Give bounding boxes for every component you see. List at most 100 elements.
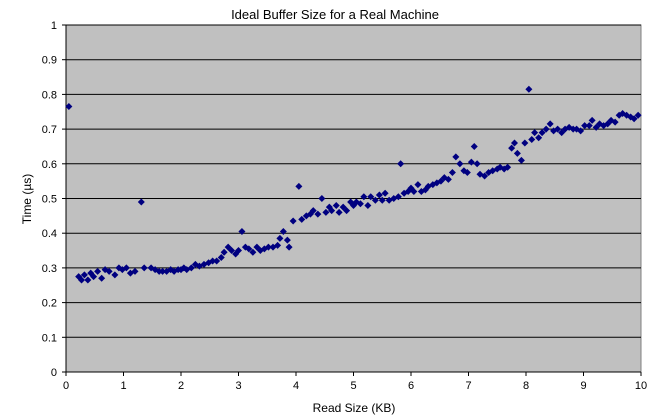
data-point	[481, 172, 489, 180]
data-point	[209, 257, 217, 265]
data-point	[137, 198, 145, 206]
data-point	[295, 182, 303, 190]
data-point	[274, 241, 282, 249]
data-point	[332, 201, 340, 209]
data-point	[521, 139, 529, 147]
data-point	[448, 168, 456, 176]
data-point	[367, 193, 375, 201]
data-point	[343, 207, 351, 215]
x-tick-label: 3	[235, 380, 241, 392]
data-point	[525, 85, 533, 93]
data-point	[309, 207, 317, 215]
data-point	[456, 160, 464, 168]
data-point	[542, 125, 550, 133]
y-axis-ticks: 0 0.1 0.2 0.3 0.4 0.5 0.6 0.7 0.8 0.9 1	[42, 20, 66, 379]
x-tick-label: 9	[580, 380, 586, 392]
data-point	[264, 243, 272, 251]
y-tick-label: 0.3	[42, 263, 57, 275]
data-point	[111, 271, 119, 279]
x-tick-label: 7	[465, 380, 471, 392]
x-axis-label: Read Size (KB)	[313, 401, 396, 415]
data-point	[65, 103, 73, 111]
data-point	[249, 248, 257, 256]
data-point	[444, 175, 452, 183]
data-point	[528, 136, 536, 144]
data-point	[611, 118, 619, 126]
data-point	[585, 122, 593, 130]
data-point	[508, 144, 516, 152]
data-point	[159, 267, 167, 275]
y-tick-label: 0.4	[42, 228, 57, 240]
data-point	[463, 168, 471, 176]
data-point	[394, 193, 402, 201]
data-point	[452, 153, 460, 161]
data-point	[356, 200, 364, 208]
data-point	[577, 127, 585, 135]
data-point	[140, 264, 148, 272]
x-tick-label: 2	[178, 380, 184, 392]
data-point	[283, 236, 291, 244]
y-tick-label: 0.6	[42, 159, 57, 171]
data-point	[335, 208, 343, 216]
x-tick-label: 10	[635, 380, 647, 392]
x-axis-ticks: 0 1 2 3 4 5 6 7 8 9 10	[63, 372, 647, 392]
data-point	[473, 160, 481, 168]
data-point	[213, 257, 221, 265]
data-point	[245, 245, 253, 253]
data-point	[228, 247, 236, 255]
data-point	[276, 234, 284, 242]
data-point	[238, 227, 246, 235]
gridlines	[66, 24, 641, 338]
data-point	[565, 123, 573, 131]
data-point	[511, 139, 518, 147]
x-tick-label: 6	[408, 380, 414, 392]
y-tick-label: 0.1	[42, 332, 57, 344]
data-point	[554, 125, 562, 133]
data-point	[538, 129, 546, 137]
data-point	[78, 276, 86, 284]
data-point	[217, 253, 225, 261]
y-tick-label: 0.5	[42, 194, 57, 206]
data-point	[410, 188, 418, 196]
data-point	[630, 115, 638, 123]
y-tick-label: 0.8	[42, 89, 57, 101]
data-point	[187, 264, 195, 272]
x-tick-label: 1	[120, 380, 126, 392]
data-point	[279, 227, 287, 235]
data-point	[328, 207, 336, 215]
data-point	[517, 156, 525, 164]
data-point	[105, 267, 113, 275]
data-point	[220, 248, 228, 256]
data-point	[298, 215, 306, 223]
y-tick-label: 0.2	[42, 298, 57, 310]
data-point	[378, 196, 386, 204]
data-point	[131, 267, 139, 275]
data-point	[285, 243, 293, 251]
data-point	[513, 149, 521, 157]
y-tick-label: 0.9	[42, 55, 57, 67]
data-point	[94, 267, 102, 275]
y-tick-label: 0.7	[42, 124, 57, 136]
data-point	[322, 208, 330, 216]
data-point	[531, 129, 539, 137]
data-point	[235, 247, 242, 255]
data-point	[318, 195, 326, 202]
data-point	[397, 160, 405, 168]
x-tick-label: 4	[293, 380, 299, 392]
data-point	[467, 158, 475, 166]
chart-title: Ideal Buffer Size for a Real Machine	[231, 7, 439, 22]
data-point	[84, 276, 92, 284]
data-point	[414, 181, 422, 189]
x-tick-label: 0	[63, 380, 69, 392]
x-tick-label: 8	[523, 380, 529, 392]
data-point	[360, 193, 368, 201]
data-point	[504, 163, 512, 171]
data-point	[80, 271, 88, 279]
x-tick-label: 5	[350, 380, 356, 392]
data-point	[381, 189, 389, 197]
data-point	[561, 125, 569, 133]
y-tick-label: 1	[51, 20, 57, 32]
data-point	[314, 210, 322, 218]
data-point	[375, 191, 383, 199]
